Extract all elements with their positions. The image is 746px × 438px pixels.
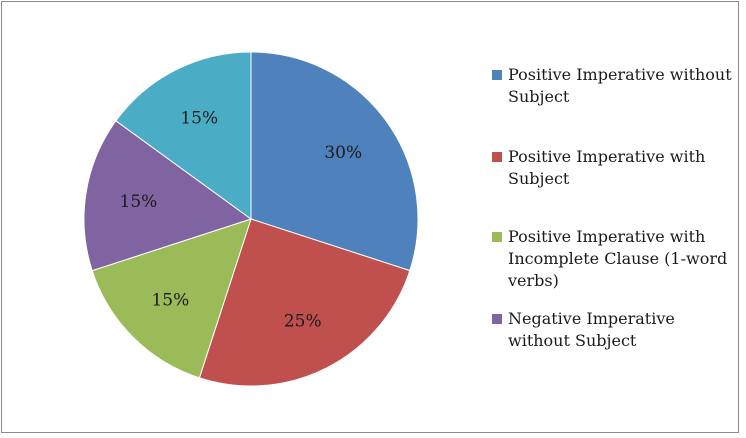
pie-slice bbox=[198, 218, 411, 387]
slice-data-label: 15% bbox=[180, 108, 218, 128]
pie-slice bbox=[91, 218, 252, 379]
pie-slice bbox=[83, 120, 253, 272]
legend-item: Positive Imperative with Subject bbox=[492, 146, 732, 190]
legend-swatch bbox=[492, 314, 502, 324]
legend-label: Positive Imperative with Subject bbox=[508, 147, 706, 188]
chart-area: 30% 25% 15% 15% 15% Positive Imperative with… bbox=[1, 1, 739, 433]
legend-swatch bbox=[492, 70, 502, 80]
pie-slice bbox=[115, 51, 252, 220]
legend-label: Positive Imperative with Incomplete Clau… bbox=[508, 227, 728, 290]
legend-item: Positive Imperative without Subject bbox=[492, 64, 732, 108]
slice-data-label: 15% bbox=[151, 291, 189, 311]
slice-data-label: 25% bbox=[284, 312, 322, 332]
pie-chart: 30% 25% 15% 15% 15% bbox=[83, 51, 419, 387]
legend-item: Negative Imperative without Subject bbox=[492, 308, 732, 352]
slice-data-label: 15% bbox=[120, 192, 158, 212]
legend-label: Positive Imperative without Subject bbox=[508, 65, 732, 106]
pie-slice bbox=[250, 51, 419, 272]
legend-swatch bbox=[492, 232, 502, 242]
legend-swatch bbox=[492, 152, 502, 162]
slice-data-label: 30% bbox=[324, 143, 362, 163]
legend-item: Positive Imperative with Incomplete Clau… bbox=[492, 226, 732, 292]
legend-label: Negative Imperative without Subject bbox=[508, 309, 675, 350]
